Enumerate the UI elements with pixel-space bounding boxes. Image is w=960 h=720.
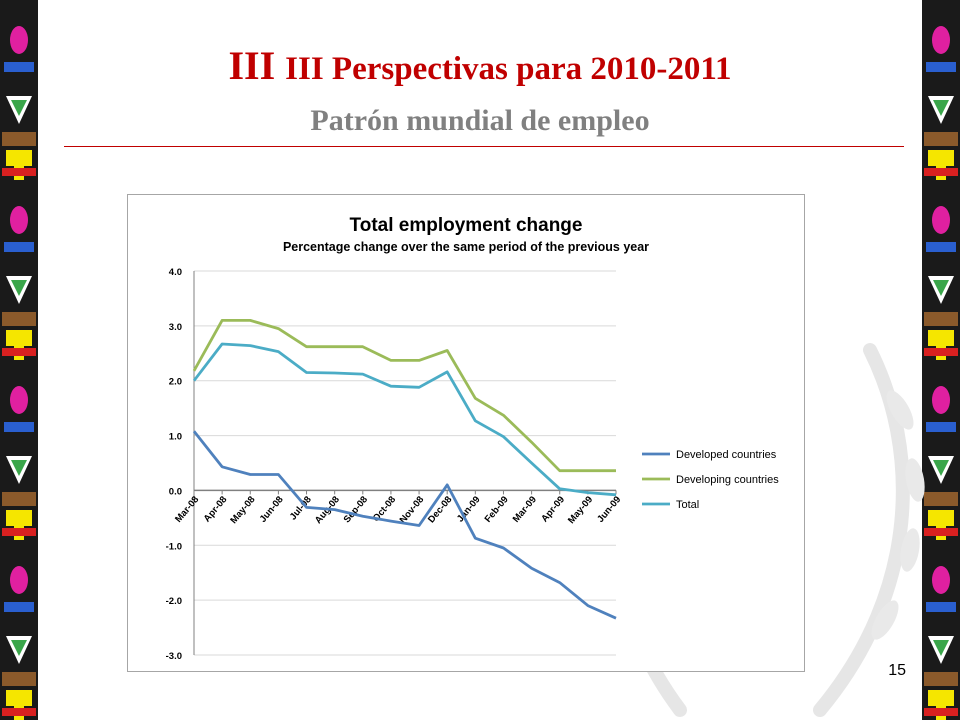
x-tick-label: Apr-09 [539,494,567,524]
y-tick-label: 1.0 [169,432,182,443]
series-line-developing-countries [192,319,616,473]
legend: Developed countries Developing countries T… [642,449,779,511]
legend-label: Developing countries [676,474,779,486]
title-divider [64,146,904,147]
gridlines [194,270,616,656]
x-tick-label: Sep-08 [342,494,370,525]
series-lines [192,319,617,620]
y-tick-label: -1.0 [166,541,182,552]
decorative-border-right [922,0,960,720]
y-tick-label: 0.0 [169,486,182,497]
decorative-border-left [0,0,38,720]
x-tick-label: Mar-08 [173,494,201,525]
x-tick-label: Mar-09 [511,494,539,525]
chart-subtitle: Percentage change over the same period o… [283,240,649,254]
slide-title-main: III Perspectivas para 2010-2011 [285,51,732,87]
y-tick-label: -2.0 [166,596,182,607]
y-axis-tick-labels: 4.0 3.0 2.0 1.0 0.0 -1.0 -2.0 -3.0 [166,267,182,662]
y-tick-label: 3.0 [169,322,182,333]
employment-chart: Total employment change Percentage chang… [127,194,805,672]
y-tick-label: 2.0 [169,377,182,388]
page-number: 15 [888,662,906,679]
legend-label: Total [676,499,699,511]
x-tick-label: Jun-08 [258,494,286,525]
slide-title-prefix: III [228,43,276,88]
x-tick-label: Apr-08 [202,494,230,524]
chart-canvas: Total employment change Percentage chang… [166,215,780,662]
x-tick-label: May-09 [566,494,595,526]
series-line-developed-countries [192,430,617,620]
y-tick-label: -3.0 [166,651,182,662]
y-tick-label: 4.0 [169,267,182,278]
x-tick-label: Feb-09 [483,494,511,525]
chart-title: Total employment change [350,215,583,236]
slide-title: III III Perspectivas para 2010-2011 [0,42,960,89]
legend-label: Developed countries [676,449,777,461]
slide-subtitle: Patrón mundial de empleo [310,104,650,137]
series-line-total [192,342,617,497]
x-tick-label: May-08 [228,494,257,526]
x-tick-label: Jun-09 [595,494,623,525]
